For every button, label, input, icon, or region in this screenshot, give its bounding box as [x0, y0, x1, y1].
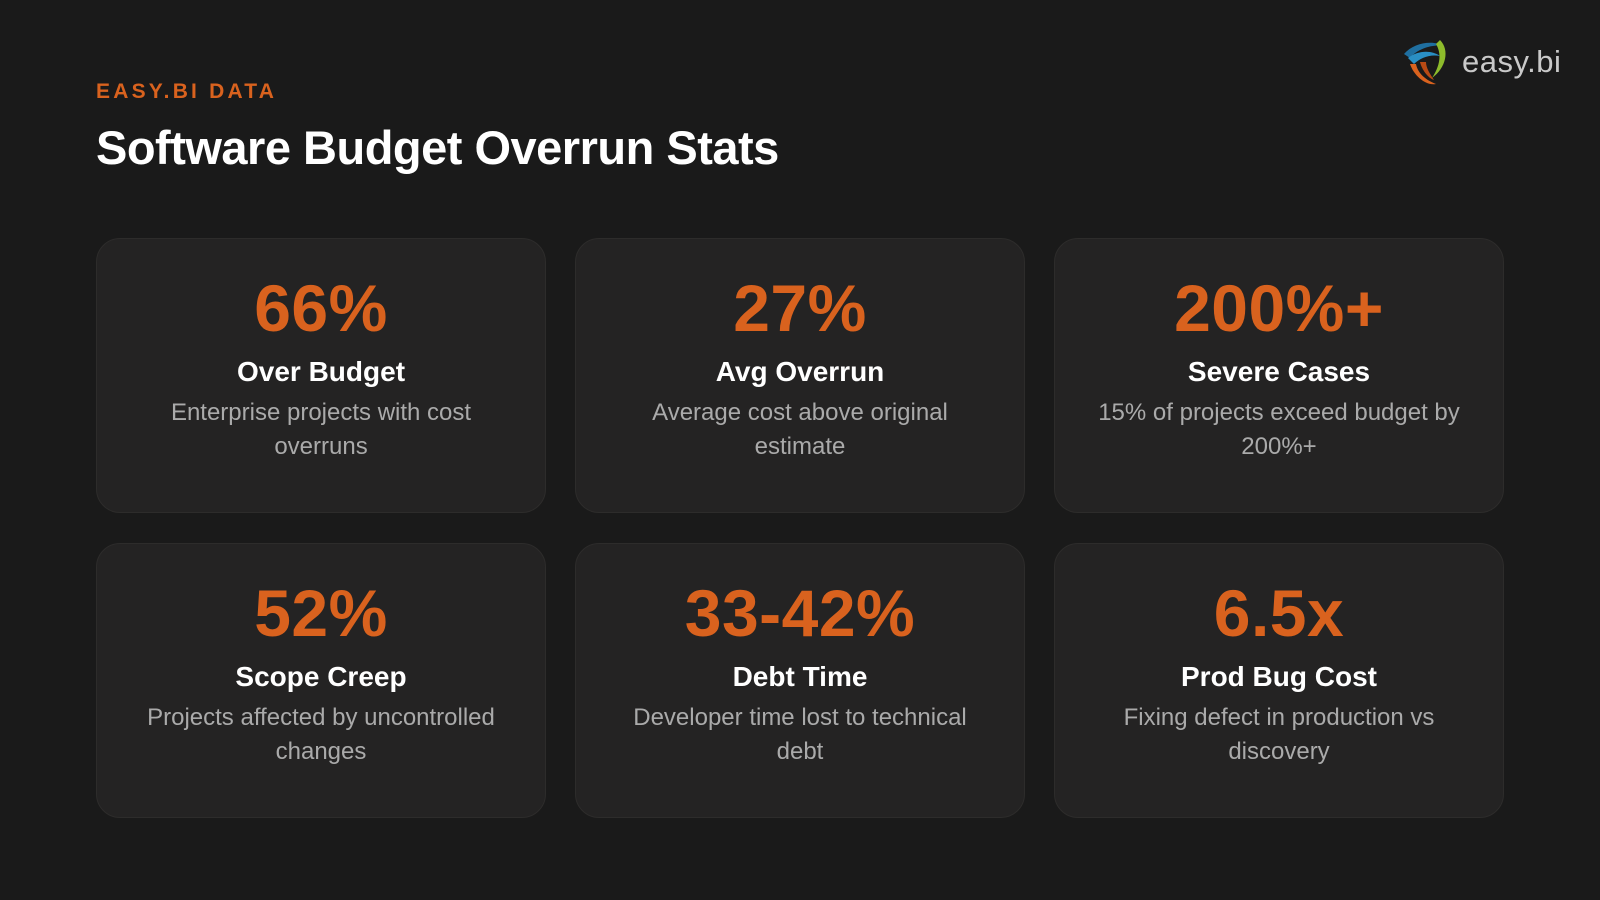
stat-value: 200%+	[1174, 271, 1384, 345]
brand-logo: easy.bi	[1400, 34, 1561, 90]
stat-label: Avg Overrun	[715, 356, 885, 387]
stat-description: 15% of projects exceed budget by 200%+	[1098, 398, 1460, 460]
stat-value: 66%	[254, 271, 388, 345]
stat-description: Developer time lost to technical debt	[633, 703, 967, 765]
stat-card-severe-cases: 200%+ Severe Cases 15% of projects excee…	[1054, 238, 1504, 513]
stat-value: 6.5x	[1213, 576, 1345, 650]
stat-card-over-budget: 66% Over Budget Enterprise projects with…	[96, 238, 546, 513]
stat-value: 33-42%	[684, 576, 916, 650]
stat-label: Scope Creep	[235, 661, 407, 692]
page-title: Software Budget Overrun Stats	[96, 121, 779, 174]
easy-bi-swirl-icon	[1404, 40, 1446, 85]
stat-card-scope-creep: 52% Scope Creep Projects affected by unc…	[96, 543, 546, 818]
stats-grid: 66% Over Budget Enterprise projects with…	[96, 238, 1504, 818]
stat-description: Fixing defect in production vs discovery	[1123, 703, 1435, 765]
brand-name: easy.bi	[1462, 44, 1562, 79]
stat-card-prod-bug-cost: 6.5x Prod Bug Cost Fixing defect in prod…	[1054, 543, 1504, 818]
stat-description: Average cost above original estimate	[652, 398, 948, 460]
stat-label: Prod Bug Cost	[1181, 661, 1377, 692]
stat-label: Over Budget	[236, 356, 406, 387]
stat-card-avg-overrun: 27% Avg Overrun Average cost above origi…	[575, 238, 1025, 513]
stat-label: Debt Time	[732, 661, 868, 692]
stat-description: Projects affected by uncontrolled change…	[147, 703, 495, 765]
section-kicker: EASY.BI DATA	[96, 80, 278, 103]
stat-value: 52%	[254, 576, 388, 650]
stat-card-debt-time: 33-42% Debt Time Developer time lost to …	[575, 543, 1025, 818]
stat-description: Enterprise projects with cost overruns	[170, 398, 472, 460]
stat-label: Severe Cases	[1187, 356, 1371, 387]
stat-value: 27%	[733, 271, 867, 345]
